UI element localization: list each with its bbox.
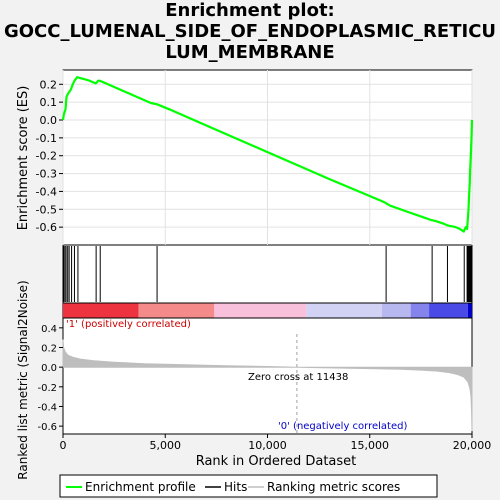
es-y-tick-label: -0.6 [36, 221, 57, 234]
metric-y-tick-label: 0.0 [41, 363, 57, 374]
zero-cross-label: Zero cross at 11438 [248, 372, 348, 383]
es-y-tick-label: -0.3 [36, 168, 57, 181]
colorbar-segment [214, 303, 307, 318]
colorbar-segment [467, 303, 472, 318]
colorbar-segment [410, 303, 430, 318]
metric-y-tick-label: -0.6 [37, 422, 57, 433]
metric-y-ticks: -0.6 -0.4 -0.2 0.0 0.2 0.4 [37, 324, 63, 433]
positive-correlation-label: '1' (positively correlated) [66, 319, 191, 330]
legend-hits-label: Hits [224, 480, 247, 494]
es-y-tick-label: -0.4 [36, 185, 57, 198]
colorbar-segment [63, 303, 139, 318]
es-grid [62, 70, 473, 245]
negative-correlation-label: '0' (negatively correlated) [278, 421, 407, 432]
colorbar-segment [138, 303, 215, 318]
hits-layer [63, 246, 473, 302]
es-y-tick-label: 0.2 [40, 78, 58, 91]
legend-box [59, 474, 438, 498]
hits-panel [62, 244, 473, 304]
title-line-1: Enrichment plot: [165, 0, 335, 21]
metric-y-axis-label: Ranked list metric (Signal2Noise) [16, 280, 30, 479]
es-layer [61, 75, 474, 233]
es-y-tick-label: -0.2 [36, 150, 57, 163]
metric-y-tick-label: 0.4 [41, 324, 57, 335]
colorbar-segment [306, 303, 383, 318]
es-y-tick-label: 0.0 [40, 114, 58, 127]
title-line-3: LUM_MEMBRANE [165, 42, 335, 63]
title-line-2: GOCC_LUMENAL_SIDE_OF_ENDOPLASMIC_RETICU [3, 21, 497, 42]
es-y-tick-label: -0.5 [36, 203, 57, 216]
x-tick-label: 20,000 [453, 439, 492, 452]
colorbar-segment [382, 303, 411, 318]
chart-title: Enrichment plot: GOCC_LUMENAL_SIDE_OF_EN… [0, 0, 500, 63]
metric-y-tick-label: -0.2 [37, 383, 57, 394]
x-ticks: 0 5,000 10,000 15,000 20,000 [60, 434, 492, 452]
es-y-tick-label: -0.1 [36, 132, 57, 145]
x-tick-label: 5,000 [150, 439, 182, 452]
es-y-axis-label: Enrichment score (ES) [16, 86, 31, 231]
legend-profile-label: Enrichment profile [85, 480, 196, 494]
x-tick-label: 15,000 [351, 439, 390, 452]
metric-y-tick-label: -0.4 [37, 402, 57, 413]
es-y-tick-label: 0.1 [40, 96, 58, 109]
colorbar-segment [429, 303, 468, 318]
colorbar-layer [63, 303, 472, 318]
metric-layer [62, 334, 473, 434]
x-tick-label: 0 [60, 439, 67, 452]
metric-y-tick-label: 0.2 [41, 343, 57, 354]
enrichment-profile-line [61, 75, 474, 233]
es-y-ticks: -0.6 -0.5 -0.4 -0.3 -0.2 -0.1 0.0 0.1 0.2 [36, 78, 63, 234]
x-axis-label: Rank in Ordered Dataset [196, 454, 357, 469]
x-tick-label: 10,000 [248, 439, 287, 452]
legend-metric-label: Ranking metric scores [267, 480, 400, 494]
ranking-metric-area [62, 339, 473, 432]
metric-panel [62, 317, 473, 435]
